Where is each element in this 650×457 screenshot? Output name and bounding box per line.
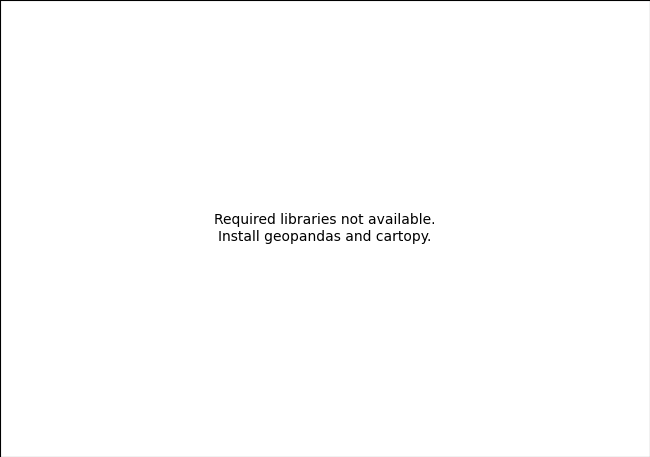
Text: Required libraries not available.
Install geopandas and cartopy.: Required libraries not available. Instal… [214,213,436,244]
